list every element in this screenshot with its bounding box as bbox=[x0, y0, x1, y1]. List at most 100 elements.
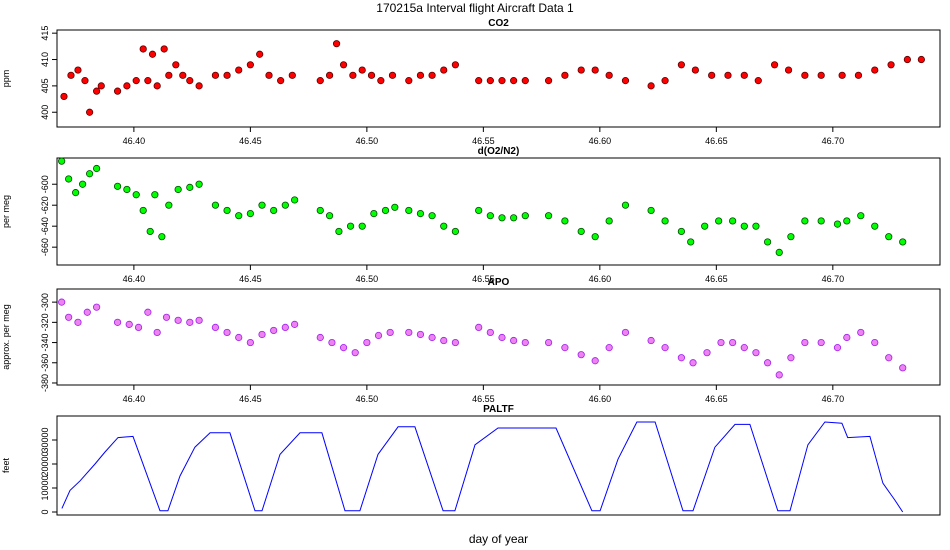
panel-title: CO2 bbox=[488, 18, 509, 29]
data-point bbox=[416, 209, 425, 218]
data-point bbox=[510, 336, 518, 345]
data-point bbox=[561, 71, 569, 79]
data-point bbox=[843, 217, 851, 225]
data-point bbox=[871, 222, 879, 230]
data-point bbox=[58, 298, 66, 306]
data-point bbox=[123, 185, 131, 194]
data-point bbox=[703, 349, 711, 357]
data-point bbox=[498, 77, 506, 85]
data-point bbox=[740, 222, 748, 230]
data-point bbox=[763, 238, 772, 246]
x-tick-label: 46.65 bbox=[705, 136, 728, 146]
data-point bbox=[486, 328, 494, 337]
data-point bbox=[195, 316, 203, 324]
data-point bbox=[763, 359, 772, 367]
data-point bbox=[79, 180, 87, 188]
panel-title: APO bbox=[488, 277, 510, 288]
data-point bbox=[440, 66, 448, 74]
data-point bbox=[113, 318, 122, 326]
data-point bbox=[186, 318, 194, 326]
data-point bbox=[139, 206, 147, 215]
data-point bbox=[195, 82, 203, 90]
data-point bbox=[577, 351, 585, 359]
data-point bbox=[174, 185, 182, 194]
data-point bbox=[195, 180, 203, 188]
data-point bbox=[775, 371, 783, 379]
data-point bbox=[93, 303, 101, 311]
y-axis-label: ppm bbox=[1, 70, 11, 88]
data-point bbox=[838, 71, 846, 79]
y-tick-label: 20000 bbox=[40, 451, 50, 476]
data-point bbox=[647, 336, 655, 345]
data-point bbox=[211, 71, 220, 79]
data-point bbox=[235, 66, 243, 74]
data-point bbox=[817, 338, 825, 347]
data-point bbox=[125, 320, 133, 328]
data-point bbox=[708, 71, 716, 79]
data-point bbox=[132, 77, 140, 85]
y-tick-label: -600 bbox=[40, 175, 50, 193]
data-point bbox=[281, 323, 289, 331]
data-point bbox=[235, 333, 243, 342]
data-point bbox=[817, 217, 825, 225]
data-point bbox=[144, 308, 152, 316]
data-point bbox=[687, 238, 695, 246]
data-point bbox=[72, 189, 80, 197]
data-point bbox=[235, 212, 243, 220]
y-tick-label: -640 bbox=[40, 217, 50, 235]
y-tick-label: -660 bbox=[40, 238, 50, 256]
y-tick-label: -300 bbox=[40, 293, 50, 311]
data-point bbox=[591, 66, 599, 74]
data-point bbox=[211, 323, 220, 331]
data-point bbox=[325, 212, 334, 220]
x-tick-label: 46.60 bbox=[589, 394, 612, 404]
y-axis-label: approx. per meg bbox=[1, 304, 11, 370]
data-point bbox=[158, 233, 166, 241]
data-point bbox=[498, 214, 506, 222]
y-tick-label: -620 bbox=[40, 196, 50, 214]
x-tick-label: 46.70 bbox=[822, 394, 845, 404]
x-tick-label: 46.40 bbox=[123, 136, 146, 146]
data-point bbox=[325, 71, 334, 79]
y-tick-label: -320 bbox=[40, 313, 50, 331]
data-point bbox=[277, 77, 285, 85]
data-point bbox=[621, 328, 630, 337]
y-tick-label: -340 bbox=[40, 334, 50, 352]
data-point bbox=[186, 77, 194, 85]
data-point bbox=[887, 61, 895, 69]
data-point bbox=[885, 354, 893, 362]
data-point bbox=[428, 212, 436, 220]
plot-frame bbox=[56, 157, 941, 266]
data-point bbox=[770, 61, 779, 69]
data-point bbox=[146, 227, 154, 236]
data-point bbox=[83, 308, 91, 316]
data-point bbox=[577, 227, 585, 236]
data-point bbox=[689, 359, 697, 367]
data-point bbox=[605, 217, 613, 225]
data-point bbox=[451, 338, 459, 347]
y-axis-label: feet bbox=[1, 457, 11, 473]
data-point bbox=[139, 45, 147, 53]
data-point bbox=[521, 338, 529, 347]
data-point bbox=[817, 71, 825, 79]
data-point bbox=[270, 326, 278, 335]
data-point bbox=[335, 227, 343, 236]
data-point bbox=[370, 209, 378, 218]
x-tick-label: 46.60 bbox=[589, 274, 612, 284]
data-point bbox=[60, 92, 68, 101]
data-point bbox=[661, 217, 669, 225]
panel-title: d(O2/N2) bbox=[478, 146, 520, 157]
data-point bbox=[339, 61, 348, 69]
data-point bbox=[281, 201, 289, 209]
y-tick-label: -380 bbox=[40, 374, 50, 392]
data-point bbox=[339, 344, 348, 352]
data-point bbox=[148, 50, 157, 58]
data-point bbox=[498, 333, 506, 342]
data-point bbox=[801, 217, 809, 225]
x-tick-label: 46.65 bbox=[705, 274, 728, 284]
data-point bbox=[661, 77, 669, 85]
data-point bbox=[729, 338, 737, 347]
data-point bbox=[752, 222, 760, 230]
data-point bbox=[134, 323, 143, 331]
